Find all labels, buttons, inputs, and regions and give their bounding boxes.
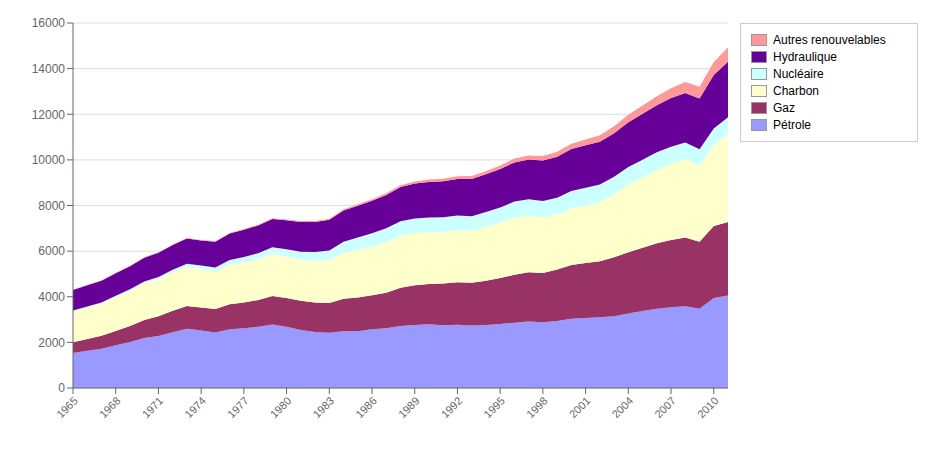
svg-text:6000: 6000: [38, 244, 65, 258]
svg-text:1992: 1992: [439, 394, 465, 420]
svg-text:1989: 1989: [396, 394, 422, 420]
svg-text:12000: 12000: [32, 108, 66, 122]
svg-text:4000: 4000: [38, 290, 65, 304]
html-text:Autres renouvelables: Autres renouvelables: [773, 33, 886, 47]
svg-text:8000: 8000: [38, 199, 65, 213]
html-text:Charbon: Charbon: [773, 84, 819, 98]
svg-text:1986: 1986: [353, 394, 379, 420]
svg-text:2010: 2010: [695, 394, 721, 420]
svg-text:14000: 14000: [32, 62, 66, 76]
svg-text:0: 0: [58, 381, 65, 395]
svg-text:2001: 2001: [567, 394, 593, 420]
svg-text:1998: 1998: [524, 394, 550, 420]
svg-text:2007: 2007: [652, 394, 678, 420]
html-text:Pétrole: Pétrole: [773, 118, 811, 132]
svg-text:2000: 2000: [38, 336, 65, 350]
svg-text:1995: 1995: [481, 394, 507, 420]
svg-text:1983: 1983: [310, 394, 336, 420]
html-text:Hydraulique: Hydraulique: [773, 50, 837, 64]
html-text:Gaz: Gaz: [773, 101, 795, 115]
svg-text:10000: 10000: [32, 153, 66, 167]
svg-text:1968: 1968: [97, 394, 123, 420]
svg-text:1974: 1974: [182, 394, 208, 420]
svg-text:1977: 1977: [225, 394, 251, 420]
svg-text:1965: 1965: [54, 394, 80, 420]
svg-text:16000: 16000: [32, 16, 66, 30]
svg-text:1980: 1980: [268, 394, 294, 420]
svg-text:2004: 2004: [609, 394, 635, 420]
html-text:Nucléaire: Nucléaire: [773, 67, 824, 81]
svg-text:1971: 1971: [140, 394, 166, 420]
